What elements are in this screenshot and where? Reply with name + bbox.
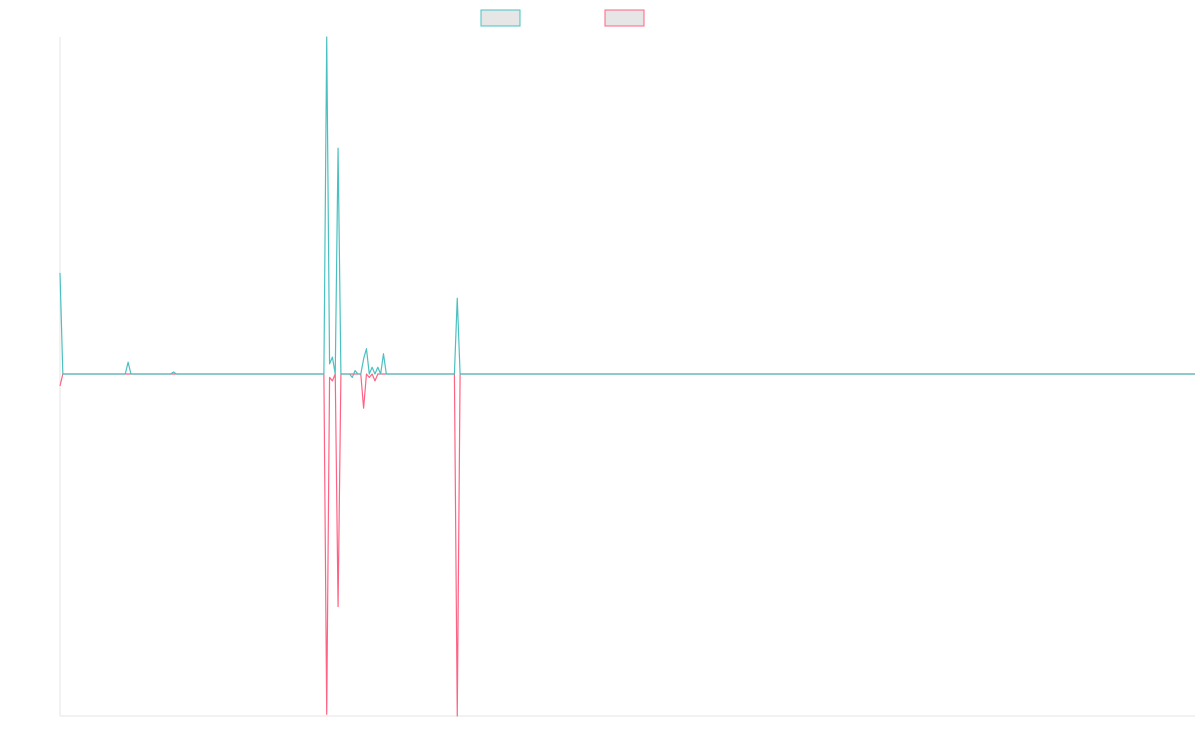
series-line-2 — [59, 373, 1195, 717]
legend-swatch-1[interactable] — [480, 9, 521, 27]
legend — [480, 9, 645, 27]
legend-swatch-2[interactable] — [604, 9, 645, 27]
series-layer — [59, 36, 1195, 717]
series-line-1 — [59, 36, 1195, 379]
axes — [59, 37, 1195, 717]
